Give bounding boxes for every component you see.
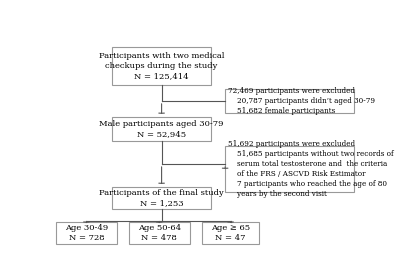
Text: Participants of the final study
N = 1,253: Participants of the final study N = 1,25…	[99, 189, 224, 207]
Text: Male participants aged 30-79
N = 52,945: Male participants aged 30-79 N = 52,945	[99, 120, 224, 138]
FancyBboxPatch shape	[56, 222, 117, 244]
Text: Age 50-64
N = 478: Age 50-64 N = 478	[138, 224, 181, 242]
FancyBboxPatch shape	[225, 146, 354, 192]
FancyBboxPatch shape	[129, 222, 190, 244]
FancyBboxPatch shape	[202, 222, 259, 244]
FancyBboxPatch shape	[225, 88, 354, 113]
FancyBboxPatch shape	[112, 46, 211, 85]
Text: Age ≥ 65
N = 47: Age ≥ 65 N = 47	[211, 224, 250, 242]
Text: Participants with two medical
checkups during the study
N = 125,414: Participants with two medical checkups d…	[99, 52, 224, 80]
FancyBboxPatch shape	[112, 116, 211, 141]
Text: 51,692 participants were excluded
    51,685 participants without two records of: 51,692 participants were excluded 51,685…	[228, 140, 394, 198]
Text: 72,469 participants were excluded
    20,787 participants didn’t aged 30-79
    : 72,469 participants were excluded 20,787…	[228, 87, 375, 115]
FancyBboxPatch shape	[112, 187, 211, 209]
Text: Age 30-49
N = 728: Age 30-49 N = 728	[65, 224, 108, 242]
